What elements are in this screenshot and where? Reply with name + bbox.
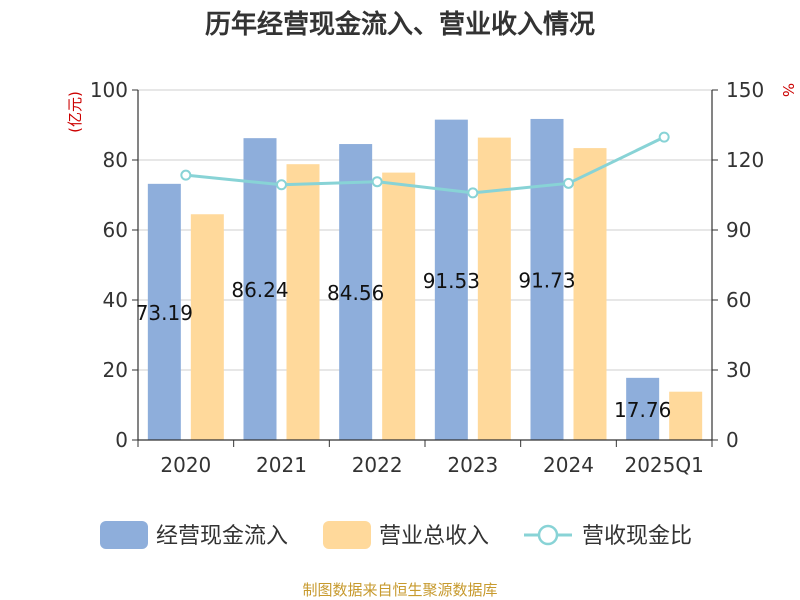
legend-swatch (100, 521, 148, 549)
legend-label: 经营现金流入 (156, 524, 288, 549)
left-tick-label: 80 (103, 148, 128, 172)
left-tick-label: 40 (103, 288, 128, 312)
x-tick-label: 2021 (256, 453, 307, 477)
bar-revenue (190, 214, 224, 440)
left-tick-label: 0 (115, 428, 128, 452)
legend-swatch-marker (537, 524, 559, 546)
data-label: 17.76 (614, 398, 671, 422)
x-tick-label: 2025Q1 (624, 453, 703, 477)
bar-cash-inflow (626, 377, 660, 440)
axes: 0 20 40 60 80 100 0 30 60 90 120 150 2020 2021 2022 202… (90, 78, 764, 477)
ratio-line (180, 131, 670, 199)
ratio-point (467, 187, 479, 199)
ratio-point (276, 179, 287, 191)
ratio-point (658, 131, 670, 143)
right-tick-label: 150 (726, 78, 764, 102)
right-tick-label: 120 (726, 148, 764, 172)
legend: 经营现金流入 营业总收入 营收现金比 (100, 521, 692, 549)
right-tick-label: 30 (726, 358, 751, 382)
ratio-point (180, 169, 192, 181)
right-tick-label: 0 (726, 428, 739, 452)
x-tick-label: 2022 (352, 453, 403, 477)
data-label: 91.53 (423, 269, 480, 293)
left-tick-label: 60 (103, 218, 128, 242)
legend-swatch (323, 521, 371, 549)
x-tick-label: 2020 (160, 453, 211, 477)
legend-label: 营业总收入 (379, 524, 489, 549)
bar-cash-inflow (434, 119, 468, 441)
chart-title: 历年经营现金流入、营业收入情况 (205, 9, 595, 40)
bar-cash-inflow (339, 144, 373, 441)
bar-revenue (573, 148, 607, 440)
data-labels: 73.19 86.24 84.56 91.53 91.73 17.76 (136, 268, 672, 421)
bar-cash-inflow (147, 183, 181, 440)
bar-revenue (669, 391, 703, 440)
right-tick-label: 90 (726, 218, 751, 242)
data-label: 86.24 (231, 278, 288, 302)
bar-revenue (286, 164, 320, 440)
left-tick-label: 100 (90, 78, 128, 102)
source-note: 制图数据来自恒生聚源数据库 (302, 581, 497, 599)
bar-cash-inflow (530, 118, 564, 440)
right-tick-label: 60 (726, 288, 751, 312)
bars (147, 118, 703, 441)
ratio-point (371, 176, 383, 188)
data-label: 84.56 (327, 281, 384, 305)
bar-revenue (382, 172, 416, 440)
bar-cash-inflow (243, 138, 277, 440)
right-axis-unit: % (779, 83, 797, 97)
grid (138, 89, 712, 371)
legend-label: 营收现金比 (582, 524, 692, 549)
x-tick-label: 2024 (543, 453, 594, 477)
data-label: 73.19 (136, 301, 193, 325)
ratio-point (563, 177, 574, 189)
data-label: 91.73 (518, 268, 575, 292)
bar-revenue (477, 137, 511, 440)
ratio-line-path (185, 135, 665, 195)
x-tick-label: 2023 (447, 453, 498, 477)
left-axis-unit: (亿元) (66, 91, 84, 133)
left-tick-label: 20 (103, 358, 128, 382)
